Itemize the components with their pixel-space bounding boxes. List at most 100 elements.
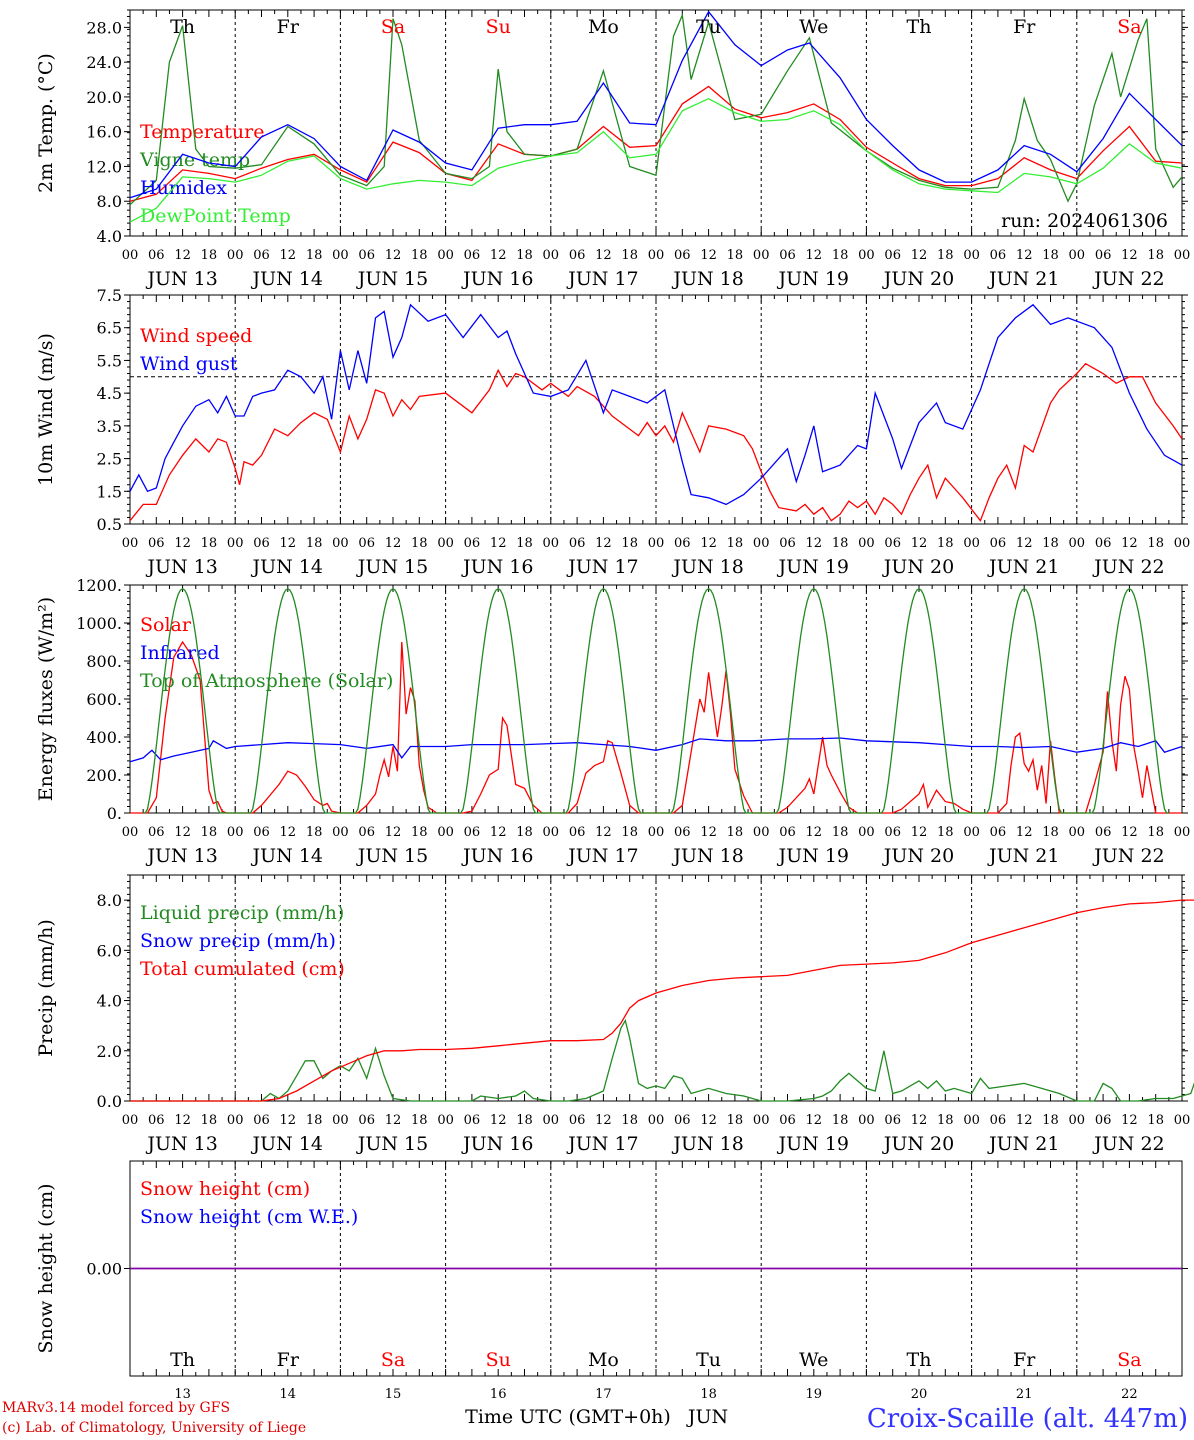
weekday-label: Tu — [696, 1349, 721, 1371]
x-hour-label: 00 — [858, 536, 875, 551]
x-hour-label: 12 — [911, 1113, 928, 1128]
credit-model: MARv3.14 model forced by GFS — [2, 1400, 231, 1416]
x-hour-label: 18 — [727, 536, 744, 551]
y-tick-label: 0.0 — [97, 1092, 122, 1111]
x-hour-label: 12 — [280, 248, 297, 263]
x-hour-label: 06 — [990, 825, 1007, 840]
x-day-label: JUN 14 — [251, 556, 323, 578]
x-day-label: JUN 14 — [251, 268, 323, 290]
y-axis-label: 10m Wind (m/s) — [35, 333, 57, 486]
y-tick-label: 2.0 — [97, 1042, 122, 1061]
x-hour-label: 06 — [569, 248, 586, 263]
x-hour-label: 12 — [1016, 1113, 1033, 1128]
x-hour-label: 12 — [911, 248, 928, 263]
x-day-label: JUN 20 — [882, 1133, 954, 1155]
y-tick-label: 200. — [86, 766, 122, 785]
x-day-label: JUN 21 — [987, 268, 1059, 290]
x-hour-label: 18 — [201, 536, 218, 551]
x-day-label: JUN 22 — [1092, 268, 1164, 290]
weekday-label: Su — [486, 1349, 511, 1371]
weekday-label: Su — [486, 16, 511, 38]
y-tick-label: 1.5 — [97, 482, 122, 501]
x-hour-label: 18 — [411, 1113, 428, 1128]
x-hour-label: 12 — [1121, 825, 1138, 840]
series-line — [130, 1018, 1194, 1102]
credit-lab: (c) Lab. of Climatology, University of L… — [2, 1420, 307, 1436]
x-day-label: JUN 15 — [356, 845, 428, 867]
y-tick-label: 800. — [86, 652, 122, 671]
x-hour-label: 06 — [148, 825, 165, 840]
x-hour-label: 12 — [385, 825, 402, 840]
series-line — [129, 85, 1183, 202]
x-hour-label: 18 — [1147, 248, 1164, 263]
x-hour-label: 18 — [1147, 825, 1164, 840]
x-hour-label: 06 — [358, 1113, 375, 1128]
x-hour-label: 06 — [1095, 825, 1112, 840]
x-day-label: JUN 19 — [777, 845, 849, 867]
x-hour-label: 12 — [1121, 248, 1138, 263]
x-hour-label: 18 — [1042, 825, 1059, 840]
x-hour-label: 18 — [306, 248, 323, 263]
series-line — [129, 737, 1183, 763]
legend-entry: Wind speed — [140, 325, 252, 347]
x-hour-label: 12 — [911, 536, 928, 551]
x-hour-label: 12 — [700, 248, 717, 263]
x-hour-label: 00 — [1174, 248, 1191, 263]
x-hour-label: 06 — [358, 248, 375, 263]
x-axis-label: Time UTC (GMT+0h) — [465, 1406, 671, 1428]
x-day-label: JUN 21 — [987, 845, 1059, 867]
x-day-label: JUN 20 — [882, 556, 954, 578]
x-hour-label: 06 — [1095, 1113, 1112, 1128]
x-hour-label: 18 — [832, 1113, 849, 1128]
x-hour-label: 06 — [990, 248, 1007, 263]
x-hour-label: 18 — [832, 248, 849, 263]
x-day-label: JUN 15 — [356, 268, 428, 290]
weekday-label: Sa — [381, 16, 405, 38]
series-line — [129, 12, 1183, 206]
x-hour-label: 06 — [358, 825, 375, 840]
y-tick-label: 7.5 — [97, 286, 122, 305]
x-hour-label: 18 — [306, 536, 323, 551]
x-hour-label: 06 — [148, 536, 165, 551]
x-day-label: JUN 14 — [251, 845, 323, 867]
y-axis-label: Snow height (cm) — [35, 1183, 57, 1353]
series-line — [129, 10, 1183, 199]
legend-entry: Top of Atmosphere (Solar) — [140, 670, 393, 692]
x-hour-label: 12 — [700, 1113, 717, 1128]
x-day-label: JUN 16 — [461, 268, 533, 290]
y-tick-label: 1200. — [76, 576, 122, 595]
x-hour-label: 00 — [227, 825, 244, 840]
x-hour-label: 00 — [227, 1113, 244, 1128]
weekday-label: Mo — [588, 16, 619, 38]
x-hour-label: 18 — [1147, 536, 1164, 551]
x-day-label: JUN 13 — [145, 556, 217, 578]
x-hour-label: 00 — [753, 825, 770, 840]
x-hour-label: 12 — [595, 536, 612, 551]
x-hour-label: 18 — [516, 536, 533, 551]
x-hour-label: 18 — [201, 1113, 218, 1128]
x-hour-label: 18 — [727, 1113, 744, 1128]
x-hour-label: 18 — [1147, 1113, 1164, 1128]
day-number-label: 18 — [700, 1387, 717, 1402]
x-hour-label: 18 — [516, 248, 533, 263]
x-day-label: JUN 19 — [777, 268, 849, 290]
x-hour-label: 00 — [648, 1113, 665, 1128]
x-hour-label: 00 — [858, 248, 875, 263]
x-hour-label: 12 — [280, 1113, 297, 1128]
y-tick-label: 8.0 — [97, 192, 122, 211]
series-line — [129, 362, 1183, 523]
series-line — [129, 97, 1183, 223]
legend-entry: Infrared — [140, 642, 220, 664]
x-hour-label: 18 — [937, 248, 954, 263]
x-day-label: JUN 22 — [1092, 1133, 1164, 1155]
weekday-label: Fr — [277, 1349, 300, 1371]
series-line — [130, 899, 1194, 1102]
x-hour-label: 12 — [1121, 1113, 1138, 1128]
x-hour-label: 12 — [1016, 536, 1033, 551]
legend-entry: Wind gust — [140, 353, 238, 375]
x-hour-label: 06 — [990, 536, 1007, 551]
y-tick-label: 400. — [86, 728, 122, 747]
weekday-label: Tu — [696, 16, 721, 38]
x-hour-label: 12 — [806, 825, 823, 840]
